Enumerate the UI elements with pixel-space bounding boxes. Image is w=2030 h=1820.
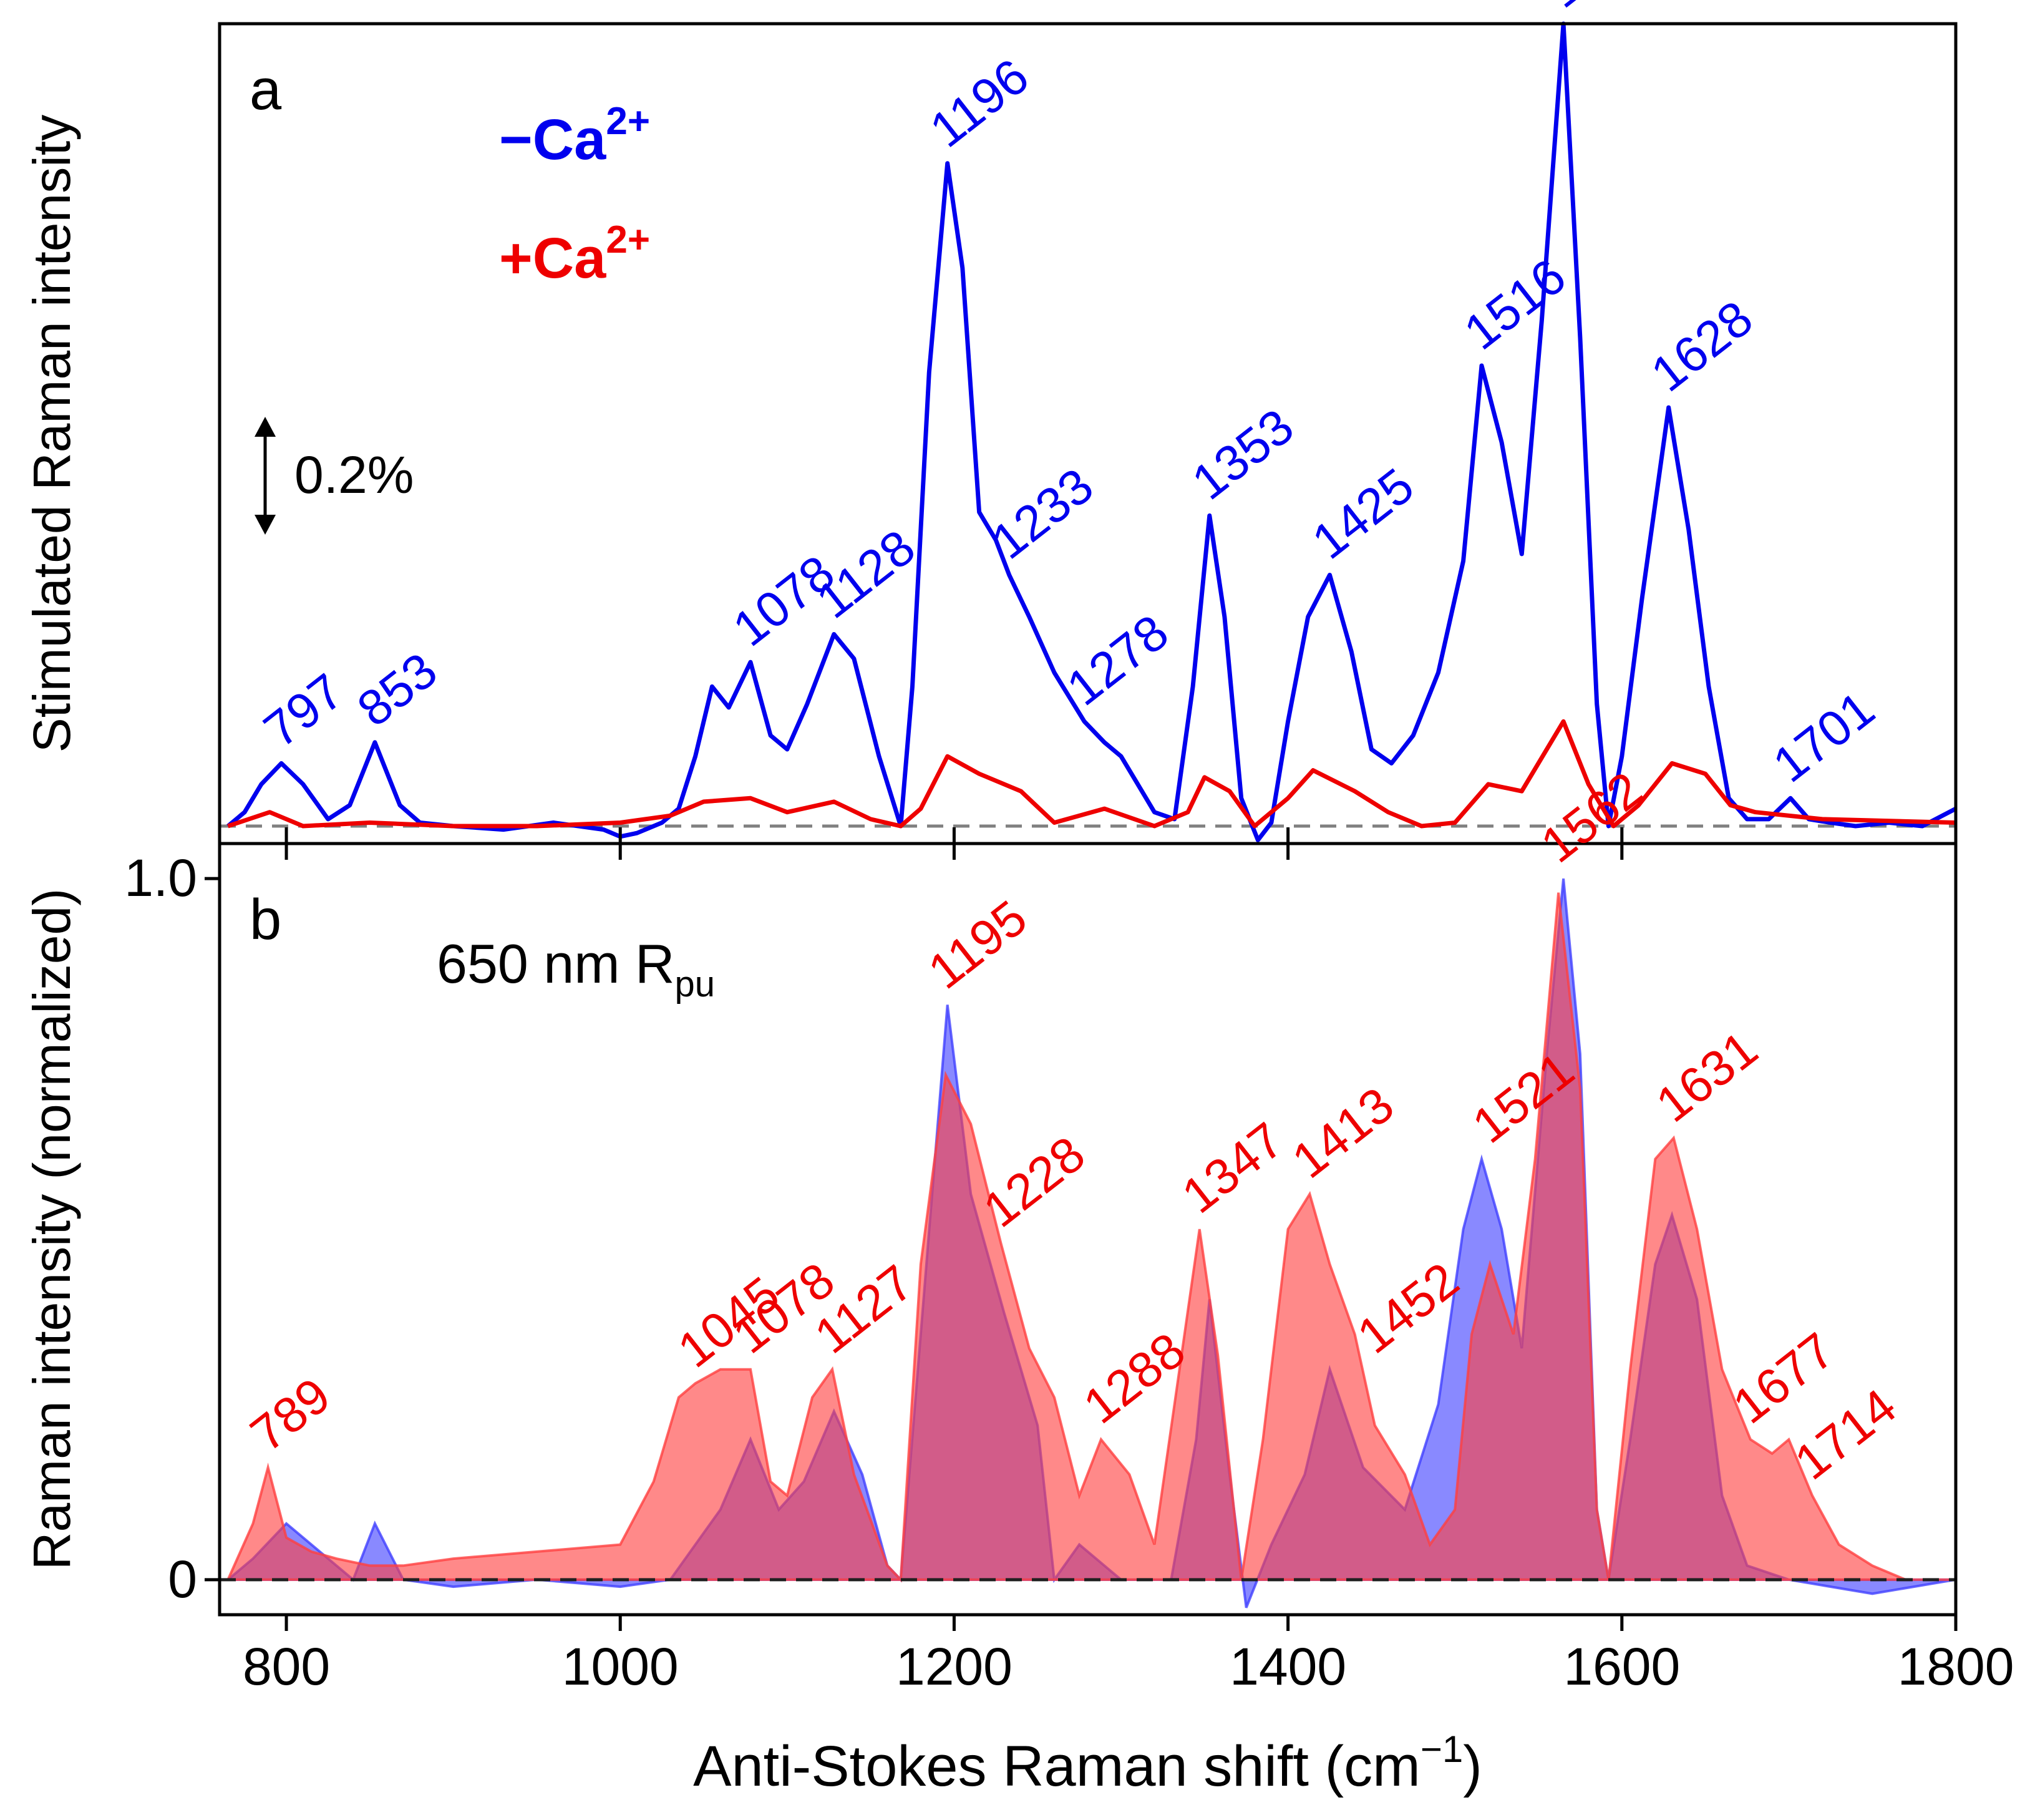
x-tick-label: 1200 [896,1637,1013,1696]
x-tick-label: 1600 [1563,1637,1680,1696]
x-tick-label: 800 [243,1637,330,1696]
panel-b-letter: b [250,888,281,951]
legend-minus-ca: −Ca2+ [499,100,650,172]
x-axis-label: Anti-Stokes Raman shift (cm−1) [693,1728,1482,1798]
y-tick-label: 0 [168,1550,197,1608]
panel-b-yticks: 01.0 [124,849,220,1608]
legend-plus-ca: +Ca2+ [499,218,650,290]
panel-a-ylabel: Stimulated Raman intensity [22,115,81,752]
panel-a-letter: a [250,58,282,122]
scale-bar-label: 0.2% [294,445,414,504]
x-tick-label: 1800 [1898,1637,2014,1696]
series-line-plus-ca [227,719,1956,829]
scale-bar-arrow-up-icon [255,417,276,437]
y-tick-label: 1.0 [124,849,197,907]
panel-b-series [226,878,1957,1608]
panel-b-annotation: 650 nm Rpu [437,933,715,1005]
panel-a-legend: −Ca2+ +Ca2+ [499,100,650,290]
x-tick-label: 1400 [1230,1637,1346,1696]
scale-bar: 0.2% [255,417,414,535]
x-tick-label: 1000 [562,1637,679,1696]
panel-b-frame [218,842,1958,1617]
panel-b-ylabel: Raman intensity (normalized) [22,888,81,1570]
x-axis-ticks: 800 1000 1200 1400 1600 1800 [243,827,2014,1696]
panel-a-series [226,21,1957,842]
scale-bar-arrow-down-icon [255,515,276,535]
series-line-minus-ca [226,21,1957,842]
series-area-plus-ca [226,892,1957,1583]
